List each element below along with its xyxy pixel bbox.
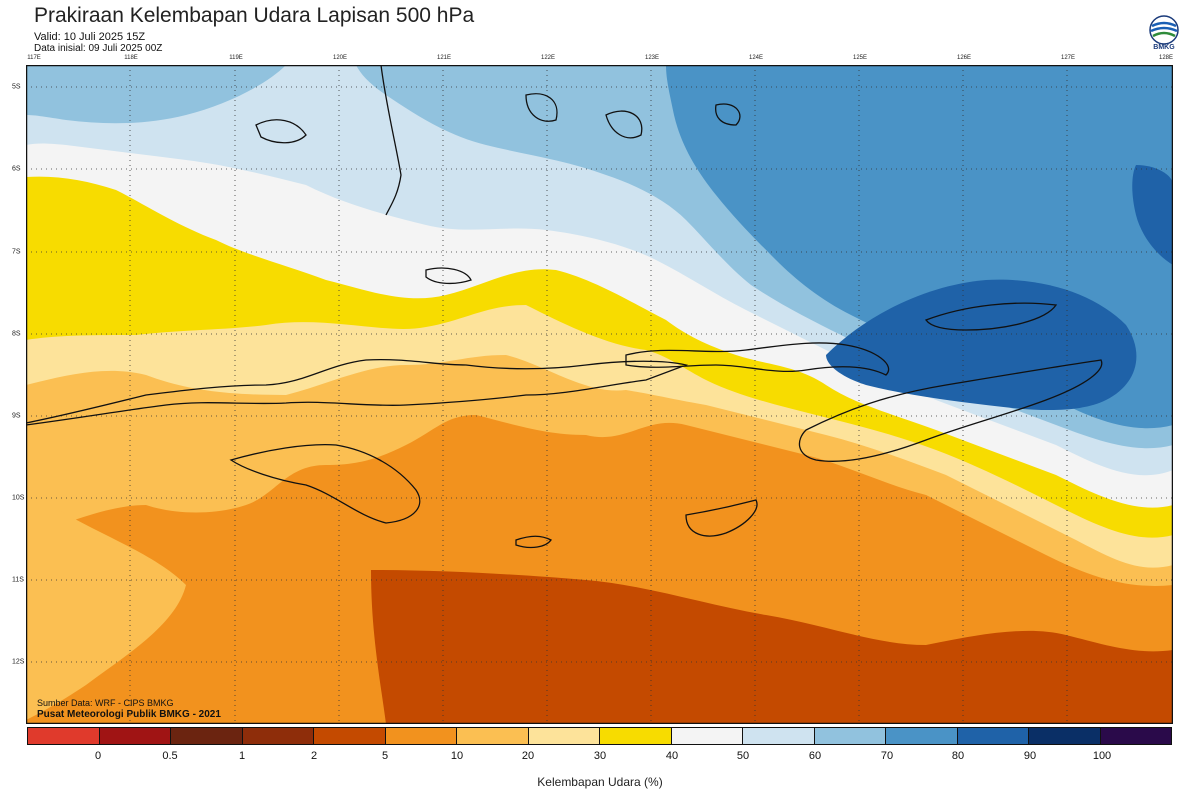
humidity-colorbar: [27, 727, 1172, 745]
sumba-island: [229, 444, 421, 524]
colorbar-tick: 100: [1092, 750, 1112, 762]
lat-label: 7S: [12, 248, 21, 256]
colorbar-swatch: [814, 728, 886, 744]
colorbar-swatch: [671, 728, 743, 744]
coastlines: [26, 65, 1103, 549]
initial-data-time: Data inisial: 09 Juli 2025 00Z: [34, 43, 163, 54]
lon-label: 118E: [124, 55, 138, 61]
producer-credit: Pusat Meteorologi Publik BMKG - 2021: [37, 709, 221, 720]
colorbar-swatch: [171, 728, 243, 744]
rote-island: [685, 499, 758, 537]
colorbar-swatch: [957, 728, 1029, 744]
lon-label: 123E: [644, 55, 660, 61]
colorbar-swatch: [528, 728, 600, 744]
colorbar-swatch: [1029, 728, 1101, 744]
wetar-island: [924, 302, 1058, 331]
flores-timor-chain: [625, 342, 890, 376]
sulawesi-south-coast: [380, 65, 402, 216]
sawu-island: [515, 535, 552, 549]
lat-label: 10S: [12, 494, 25, 502]
colorbar-tick: 10: [450, 750, 464, 762]
zone-80-90: [826, 279, 1137, 410]
colorbar-swatch: [242, 728, 314, 744]
colorbar-swatch: [99, 728, 171, 744]
colorbar-tick: 90: [1023, 750, 1037, 762]
colorbar-swatch: [457, 728, 529, 744]
lat-label: 12S: [12, 658, 25, 666]
colorbar-tick: 30: [593, 750, 607, 762]
colorbar-tick: 0: [94, 750, 102, 762]
lon-label: 127E: [1060, 55, 1076, 61]
colorbar-tick: 70: [880, 750, 894, 762]
sumbawa-lombok-island: [26, 359, 689, 426]
valid-time: Valid: 10 Juli 2025 15Z: [34, 31, 146, 43]
map-title: Prakiraan Kelembapan Udara Lapisan 500 h…: [34, 4, 475, 27]
logo-text: BMKG: [1153, 44, 1175, 51]
lon-label: 128E: [1158, 55, 1174, 61]
lon-label: 124E: [748, 55, 764, 61]
colorbar-tick: 50: [736, 750, 750, 762]
colorbar-swatch: [314, 728, 386, 744]
timor-island: [798, 359, 1103, 462]
data-source-credit: Sumber Data: WRF - CIPS BMKG: [37, 698, 174, 708]
flores-sea-islands: [255, 93, 741, 285]
colorbar-tick: 40: [665, 750, 679, 762]
lon-label: 122E: [540, 55, 556, 61]
lat-label: 11S: [12, 576, 24, 584]
colorbar-tick: 20: [521, 750, 535, 762]
lat-lon-grid: [26, 65, 1173, 724]
lat-label: 6S: [12, 165, 21, 173]
colorbar-swatch: [600, 728, 672, 744]
zone-80-90-east: [1132, 165, 1173, 265]
lon-label: 119E: [229, 55, 243, 61]
colorbar-swatch: [1100, 728, 1171, 744]
colorbar-tick: 2: [310, 750, 318, 762]
colorbar-tick: 60: [808, 750, 822, 762]
colorbar-tick: 5: [381, 750, 389, 762]
lon-label: 126E: [956, 55, 972, 61]
colorbar-tick: 80: [951, 750, 965, 762]
colorbar-swatch: [886, 728, 958, 744]
humidity-map: [26, 65, 1173, 724]
bmkg-logo-icon: [1149, 15, 1179, 45]
zone-2-5: [371, 570, 1173, 724]
zone-60-70-west: [26, 65, 286, 124]
lon-label: 121E: [436, 55, 452, 61]
colorbar-swatch: [743, 728, 815, 744]
lon-label: 117E: [27, 55, 41, 61]
colorbar-tick: 1: [238, 750, 246, 762]
lat-label: 8S: [12, 330, 21, 338]
colorbar-tick: 0.5: [162, 750, 178, 762]
zone-10-20-blob: [26, 485, 186, 720]
colorbar-label: Kelembapan Udara (%): [537, 775, 663, 789]
colorbar-swatch: [28, 728, 100, 744]
colorbar-swatch: [385, 728, 457, 744]
lon-label: 120E: [332, 55, 348, 61]
lon-label: 125E: [852, 55, 868, 61]
lat-label: 9S: [12, 412, 21, 420]
lat-label: 5S: [12, 83, 21, 91]
